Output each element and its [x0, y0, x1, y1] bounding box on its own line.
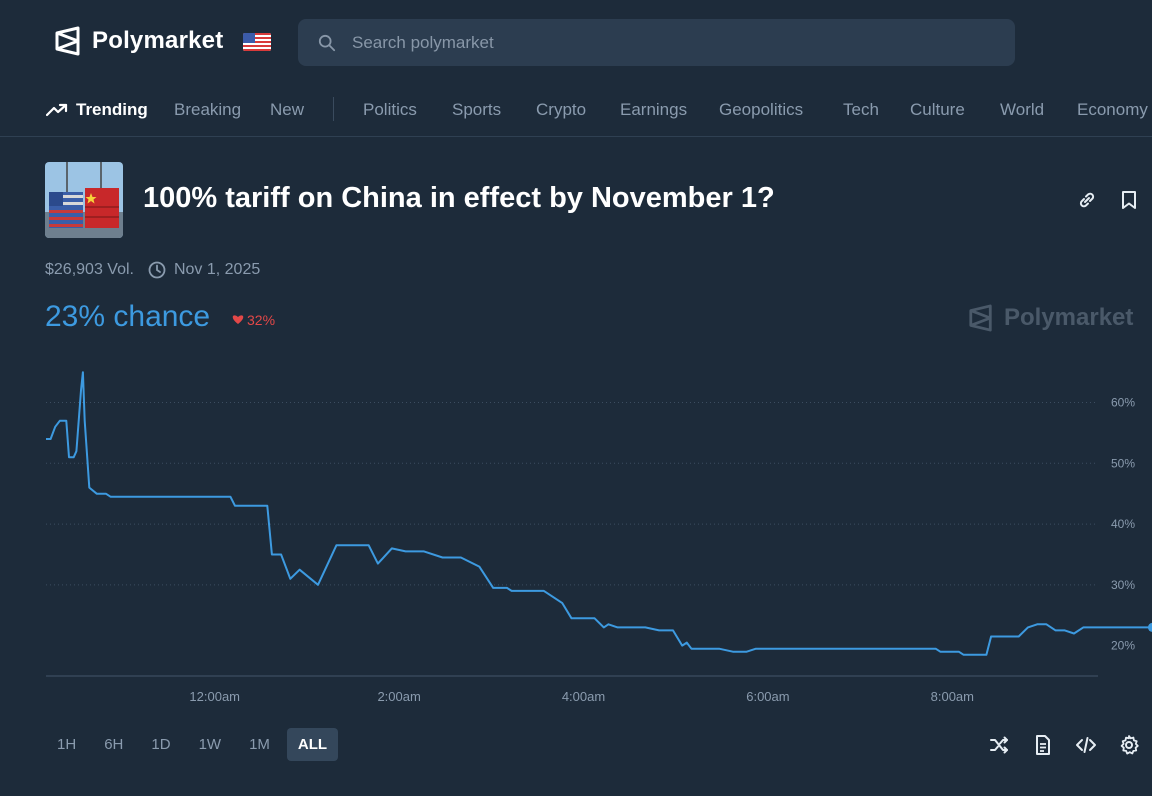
range-all[interactable]: ALL — [286, 728, 339, 761]
document-icon[interactable] — [1032, 734, 1054, 756]
shuffle-icon[interactable] — [988, 734, 1010, 756]
settings-gear-icon[interactable] — [1118, 734, 1140, 756]
y-tick-label: 20% — [1111, 639, 1135, 653]
y-tick-label: 50% — [1111, 456, 1135, 470]
nav-label-trending: Trending — [76, 100, 148, 119]
search-bar[interactable] — [298, 19, 1015, 66]
chance-value: 23% chance — [45, 300, 211, 333]
chance-change: 32% — [232, 312, 275, 328]
brand-name: Polymarket — [92, 27, 224, 54]
nav-item-economy[interactable]: Economy — [1077, 100, 1148, 119]
range-1m[interactable]: 1M — [238, 728, 281, 761]
market-end-date: Nov 1, 2025 — [173, 261, 261, 278]
nav-item-politics[interactable]: Politics — [363, 100, 417, 119]
polymarket-logo-icon — [55, 26, 80, 56]
market-thumbnail — [45, 162, 123, 238]
time-range-selector: 1H 6H 1D 1W 1M ALL — [46, 728, 339, 761]
nav-item-new[interactable]: New — [270, 100, 305, 119]
trending-icon — [46, 103, 68, 117]
chart-watermark: Polymarket — [968, 304, 1133, 332]
category-nav: Trending Breaking New Politics Sports Cr… — [0, 86, 1152, 137]
range-6h[interactable]: 6H — [93, 728, 134, 761]
x-tick-label: 8:00am — [931, 689, 974, 704]
nav-item-tech[interactable]: Tech — [843, 100, 879, 119]
polymarket-logo-icon — [969, 304, 992, 332]
range-1d[interactable]: 1D — [140, 728, 181, 761]
x-tick-label: 6:00am — [746, 689, 789, 704]
market-title: 100% tariff on China in effect by Novemb… — [143, 182, 775, 214]
nav-item-crypto[interactable]: Crypto — [536, 100, 587, 119]
nav-item-world[interactable]: World — [1000, 100, 1045, 119]
series-line — [46, 371, 1152, 656]
x-tick-label: 12:00am — [189, 689, 240, 704]
bookmark-icon[interactable] — [1118, 189, 1140, 211]
price-chart[interactable]: 20% 30% 40% 50% 60% 12:00am 2:00am 4:00am 6:00am… — [0, 360, 1152, 710]
nav-item-sports[interactable]: Sports — [452, 100, 502, 119]
x-tick-label: 2:00am — [377, 689, 420, 704]
search-icon — [318, 34, 336, 51]
range-1h[interactable]: 1H — [46, 728, 87, 761]
watermark-text: Polymarket — [1004, 304, 1134, 331]
chance-change-value: 32% — [247, 312, 276, 328]
market-meta: $26,903 Vol. Nov 1, 2025 — [45, 261, 260, 279]
down-triangle-icon — [232, 315, 244, 324]
y-tick-label: 40% — [1111, 517, 1135, 531]
nav-item-breaking[interactable]: Breaking — [174, 100, 242, 119]
search-input[interactable] — [350, 31, 954, 54]
nav-item-earnings[interactable]: Earnings — [620, 100, 688, 119]
y-tick-label: 30% — [1111, 578, 1135, 592]
clock-icon — [148, 261, 166, 279]
embed-code-icon[interactable] — [1075, 734, 1097, 756]
x-tick-label: 4:00am — [562, 689, 605, 704]
nav-item-culture[interactable]: Culture — [910, 100, 965, 119]
nav-divider — [333, 97, 334, 121]
market-volume: $26,903 Vol. — [45, 261, 134, 278]
top-header: Polymarket — [0, 0, 1152, 86]
nav-item-geopolitics[interactable]: Geopolitics — [719, 100, 804, 119]
y-tick-label: 60% — [1111, 396, 1135, 410]
brand-logo[interactable]: Polymarket — [54, 26, 223, 56]
nav-item-trending[interactable]: Trending — [46, 100, 148, 120]
us-flag-icon[interactable] — [243, 33, 271, 51]
current-value-dot — [1147, 622, 1152, 632]
link-icon[interactable] — [1076, 189, 1098, 211]
range-1w[interactable]: 1W — [188, 728, 233, 761]
